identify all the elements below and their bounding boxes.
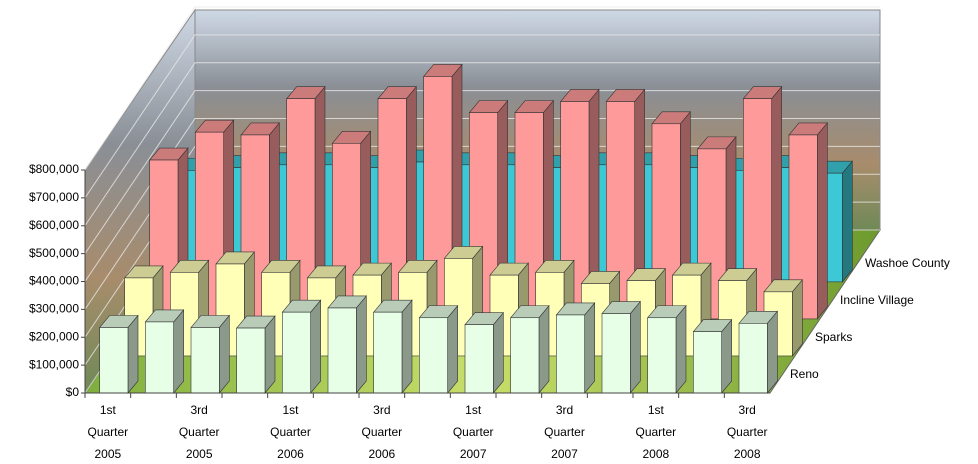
grid-line [84,145,880,310]
x-tick-label: 1st Quarter 2007 [453,403,494,461]
bar [464,324,494,394]
bar-side [356,295,367,394]
bar-side [447,304,458,394]
bar [510,317,540,394]
bar-side [493,311,504,394]
bar-side [173,309,184,394]
bar [556,314,585,394]
bar-side [721,318,732,394]
grid-line [84,118,880,282]
bar [145,321,174,394]
x-tick-label: 1st Quarter 2008 [635,403,676,461]
y-tick-label: $0 [66,385,80,399]
x-tick-label: 3rd Quarter 2008 [727,403,768,461]
x-tick-label: 1st Quarter 2005 [87,403,128,461]
bar-side [584,302,595,394]
bar-side [817,122,828,320]
bar [190,327,220,394]
bar-side [792,279,803,357]
bar-side [538,304,550,394]
bar-side [310,299,321,394]
x-tick-label: 3rd Quarter 2005 [179,403,220,461]
series-label: Sparks [815,330,852,344]
grid-line [84,90,880,254]
bar [282,311,311,394]
bar [236,327,266,394]
bars [99,63,853,394]
y-tick-label: $100,000 [29,357,79,371]
y-tick-label: $400,000 [29,274,79,288]
series-label: Reno [790,367,819,381]
y-tick-label: $200,000 [29,329,79,343]
x-tick-label: 1st Quarter 2006 [270,403,311,461]
x-tick-label: 3rd Quarter 2006 [361,403,402,461]
bar-side [767,310,778,394]
y-tick-label: $800,000 [29,162,79,176]
bar-side [630,300,641,394]
y-tick-label: $300,000 [29,302,79,316]
bar [738,323,768,394]
y-tick-label: $500,000 [29,246,79,260]
bar [647,317,677,394]
grid-line [84,34,880,199]
bar-side [675,304,687,394]
bar [99,327,129,394]
series-label: Washoe County [865,256,950,270]
bar-side [842,160,853,283]
grid-line [84,6,880,171]
bar-side [219,314,230,394]
labels: $0 $100,000 $200,000 $300,000 $400,000 $500,0… [29,162,950,461]
grid-line [84,62,880,227]
y-tick-label: $700,000 [29,190,79,204]
bar [327,307,357,394]
bar-side [264,315,276,394]
series-label: Incline Village [840,293,914,307]
bar [373,311,403,394]
y-tick-label: $600,000 [29,218,79,232]
bar-side [127,314,139,394]
bar [419,317,448,394]
bar [601,313,631,394]
x-tick-label: 3rd Quarter 2007 [544,403,585,461]
bar-side [401,299,413,394]
bar [693,331,722,394]
